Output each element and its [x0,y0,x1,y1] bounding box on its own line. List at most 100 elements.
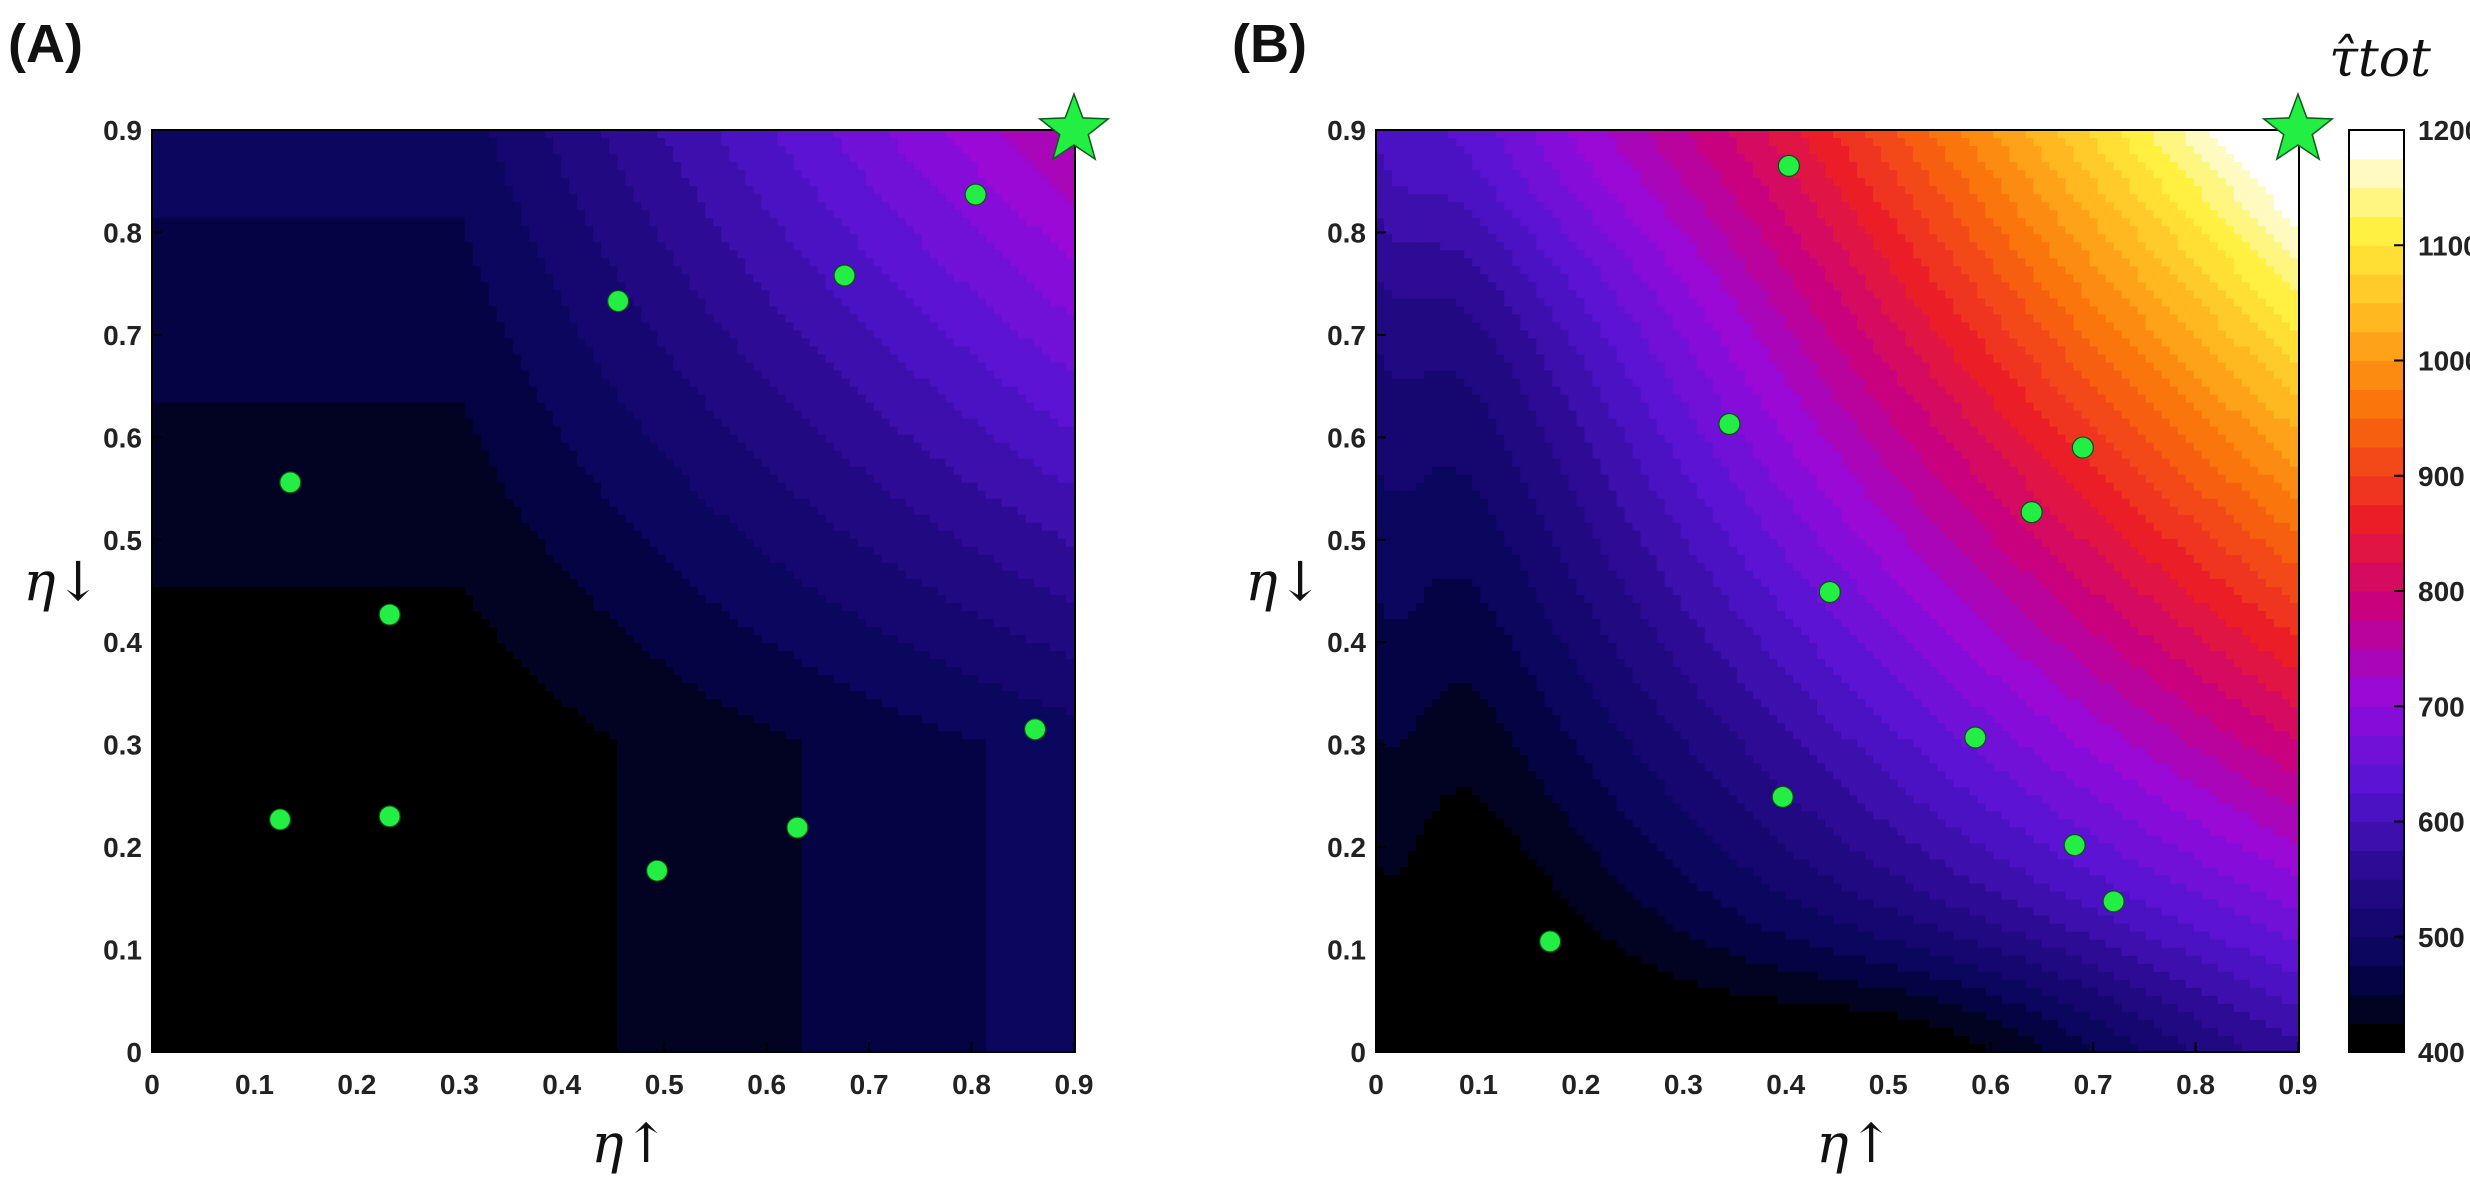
contour-cell [448,731,458,741]
contour-cell [176,258,185,268]
contour-cell [240,162,250,171]
contour-cell [176,651,185,660]
contour-cell [240,306,250,316]
contour-cell [320,931,330,941]
contour-cell [448,699,458,709]
contour-cell [464,186,474,195]
contour-cell [464,987,474,997]
contour-cell [152,530,161,540]
contour-cell [288,354,298,364]
contour-cell [296,603,306,612]
contour-cell [224,346,233,356]
contour-cell [272,731,282,741]
contour-cell [360,715,370,725]
contour-cell [176,298,185,308]
contour-cell [488,699,498,709]
contour-cell [480,667,490,676]
contour-cell [344,570,354,580]
contour-cell [384,715,394,725]
contour-cell [472,819,482,829]
contour-cell [248,322,258,332]
contour-cell [480,562,490,572]
contour-cell [360,570,370,580]
contour-cell [480,242,490,252]
contour-cell [456,322,466,332]
contour-cell [480,779,490,789]
contour-cell [400,931,410,941]
contour-cell [440,354,450,364]
contour-cell [400,418,410,428]
contour-cell [336,482,346,492]
contour-cell [280,490,290,500]
contour-cell [392,899,402,909]
contour-cell [400,458,410,468]
contour-cell [320,362,330,372]
contour-cell [416,835,426,845]
contour-cell [256,595,266,604]
contour-cell [320,707,330,717]
contour-cell [392,130,402,139]
contour-cell [224,611,233,620]
contour-cell [472,995,482,1005]
contour-cell [232,418,241,428]
contour-cell [200,218,209,228]
contour-cell [472,242,482,252]
contour-cell [208,819,217,829]
contour-cell [392,683,402,693]
contour-cell [176,971,185,981]
contour-cell [448,643,458,652]
contour-cell [304,522,314,532]
contour-cell [392,931,402,941]
contour-cell [384,578,394,588]
contour-cell [432,987,442,997]
contour-cell [264,154,274,163]
contour-cell [296,578,306,588]
contour-cell [440,659,450,668]
contour-cell [152,274,161,284]
contour-cell [296,859,306,869]
contour-cell [232,578,241,588]
contour-cell [152,146,161,155]
contour-cell [208,1043,217,1052]
contour-cell [320,402,330,412]
contour-cell [208,458,217,468]
contour-cell [184,290,193,300]
contour-cell [272,923,282,933]
contour-cell [400,987,410,997]
contour-cell [464,306,474,316]
contour-cell [352,675,362,684]
contour-cell [152,514,161,524]
contour-cell [480,763,490,773]
contour-cell [312,378,322,388]
contour-cell [424,586,434,596]
contour-cell [256,923,266,933]
contour-cell [224,707,233,717]
contour-cell [336,1019,346,1029]
contour-cell [264,466,274,476]
contour-cell [360,963,370,973]
contour-cell [400,554,410,564]
contour-cell [184,683,193,693]
contour-cell [400,410,410,420]
contour-cell [464,827,474,837]
contour-cell [320,723,330,733]
contour-cell [176,1011,185,1021]
contour-cell [352,370,362,380]
contour-cell [472,683,482,693]
contour-cell [464,226,474,236]
contour-cell [192,763,201,773]
contour-cell [192,971,201,981]
contour-cell [352,450,362,460]
contour-cell [160,586,169,596]
contour-cell [160,771,169,781]
contour-cell [416,370,426,380]
contour-cell [264,274,274,284]
contour-cell [352,867,362,877]
contour-cell [184,386,193,396]
contour-cell [248,659,258,668]
contour-cell [240,530,250,540]
contour-cell [384,1035,394,1045]
contour-cell [352,947,362,957]
contour-cell [400,402,410,412]
contour-cell [344,1035,354,1045]
